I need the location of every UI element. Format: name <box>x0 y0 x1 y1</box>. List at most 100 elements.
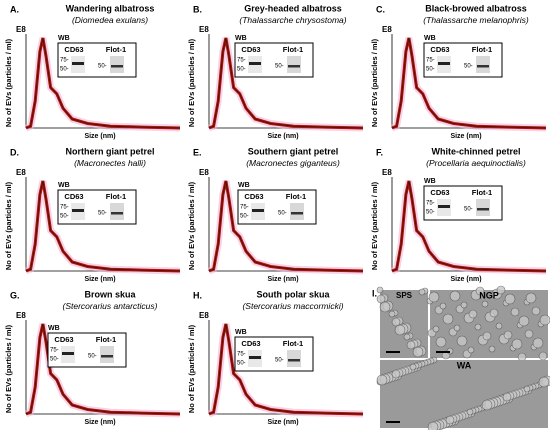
y-label: No of EVs (particles / ml) <box>4 38 13 127</box>
curve-line <box>208 180 364 272</box>
vesicle <box>475 286 485 296</box>
marker: Flot-1 <box>283 45 303 54</box>
vesicle <box>525 292 537 304</box>
blot-inset: WB CD63 Flot-1 75- 50- 50- <box>237 182 317 225</box>
marker: Flot-1 <box>286 192 306 201</box>
vesicle <box>449 290 461 302</box>
micrograph-label: NGP <box>479 290 499 300</box>
y-label: No of EVs (particles / ml) <box>4 181 13 270</box>
species-name: Macronectes halli <box>77 158 144 168</box>
vesicle <box>517 352 527 362</box>
size: 75- <box>50 348 59 354</box>
paren: ( <box>74 158 78 168</box>
species: (Thalassarche chrysostoma) <box>239 15 346 25</box>
x-label: Size (nm) <box>267 133 298 140</box>
blot-label: WB <box>48 325 60 332</box>
size: 50- <box>237 67 246 73</box>
blot-band <box>477 65 489 68</box>
marker: CD63 <box>244 192 263 201</box>
vesicle <box>518 315 530 327</box>
size: 50- <box>237 361 246 367</box>
species: (Macronectes giganteus) <box>246 158 340 168</box>
vesicle <box>481 399 493 411</box>
size: 50- <box>50 357 59 363</box>
blot-band <box>62 352 74 355</box>
vesicle <box>510 307 520 317</box>
blot-band <box>252 209 264 212</box>
x-label: Size (nm) <box>450 276 481 283</box>
species: (Diomedea exulans) <box>72 15 148 25</box>
exponent: E8 <box>199 168 209 177</box>
curve-line <box>25 323 181 415</box>
panel-title: Southern giant petrel <box>248 146 339 156</box>
vesicle <box>474 323 482 331</box>
size: 75- <box>60 205 69 211</box>
species: (Stercorarius maccormicki) <box>242 301 343 311</box>
panel-letter: F. <box>376 147 383 157</box>
vesicle <box>442 313 454 325</box>
size: 50- <box>98 64 107 70</box>
paren: ( <box>242 301 246 311</box>
paren: ) <box>525 15 529 25</box>
size: 50- <box>278 211 287 217</box>
species: (Macronectes halli) <box>74 158 146 168</box>
blot <box>287 350 301 367</box>
panel: G. Brown skua (Stercorarius antarcticus) E8… <box>4 289 181 426</box>
marker: Flot-1 <box>106 192 126 201</box>
blot-label: WB <box>235 329 247 336</box>
vesicle <box>488 345 496 353</box>
blot-band <box>288 359 300 362</box>
blot-band <box>291 212 303 215</box>
paren: ( <box>239 15 243 25</box>
paren: ( <box>63 301 67 311</box>
curve-line <box>208 323 364 415</box>
vesicle <box>538 351 548 361</box>
marker: Flot-1 <box>472 45 492 54</box>
blot-inset: WB CD63 Flot-1 75- 50- 50- <box>47 325 127 368</box>
size: 75- <box>426 58 435 64</box>
vesicle <box>538 376 550 388</box>
blot-inset: WB CD63 Flot-1 75- 50- 50- <box>57 182 137 225</box>
vesicle <box>376 286 384 294</box>
blot-label: WB <box>58 35 70 42</box>
size: 75- <box>240 205 249 211</box>
blot-label: WB <box>58 182 70 189</box>
marker: Flot-1 <box>472 188 492 197</box>
paren: ) <box>144 15 148 25</box>
blot-inset: WB CD63 Flot-1 75- 50- 50- <box>234 35 314 78</box>
vesicle <box>456 335 468 347</box>
y-label: No of EVs (particles / ml) <box>187 181 196 270</box>
size: 75- <box>237 352 246 358</box>
blot-inset: WB CD63 Flot-1 75- 50- 50- <box>423 35 503 78</box>
size: 50- <box>426 210 435 216</box>
vesicle <box>445 415 455 425</box>
exponent: E8 <box>199 25 209 34</box>
vesicle <box>495 322 503 330</box>
blot <box>100 346 114 363</box>
blot-label: WB <box>424 178 436 185</box>
blot <box>110 56 124 73</box>
species-name: Thalassarche chrysostoma <box>242 15 344 25</box>
exponent: E8 <box>16 25 26 34</box>
species-name: Macronectes giganteus <box>249 158 338 168</box>
panel: D. Northern giant petrel (Macronectes hall… <box>4 146 181 283</box>
species-name: Thalassarche melanophris <box>426 15 526 25</box>
panel-title: Brown skua <box>84 289 136 299</box>
size: 50- <box>426 67 435 73</box>
vesicle <box>391 317 401 327</box>
vesicle <box>460 301 468 309</box>
species-name: Procellaria aequinoctialis <box>429 158 524 168</box>
y-label: No of EVs (particles / ml) <box>370 181 379 270</box>
x-label: Size (nm) <box>84 419 115 426</box>
blot <box>476 56 490 73</box>
paren: ) <box>343 15 347 25</box>
y-label: No of EVs (particles / ml) <box>370 38 379 127</box>
vesicle <box>468 309 478 319</box>
marker: Flot-1 <box>96 335 116 344</box>
x-label: Size (nm) <box>450 133 481 140</box>
vesicle <box>531 306 541 316</box>
marker: Flot-1 <box>106 45 126 54</box>
micrograph-label: WA <box>457 360 472 370</box>
curve-line <box>25 37 181 129</box>
